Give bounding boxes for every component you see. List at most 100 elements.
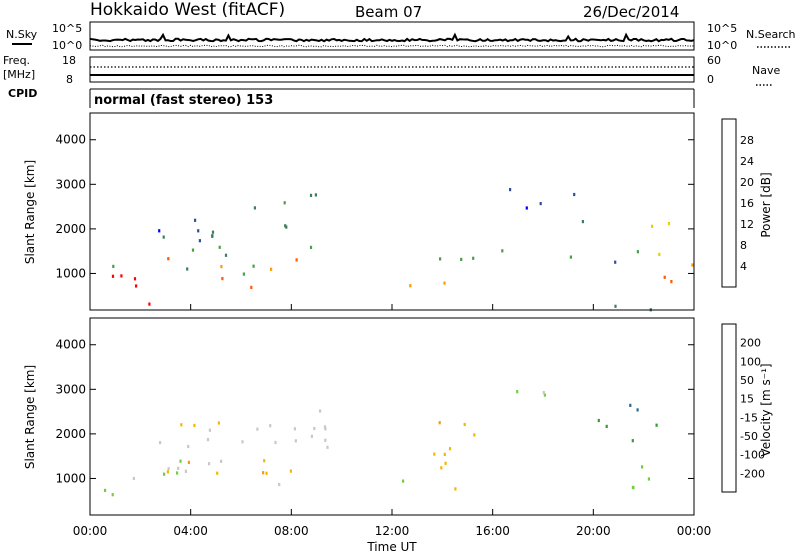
velocity-cell bbox=[310, 434, 313, 438]
power-cell bbox=[670, 280, 673, 284]
cpid-label: CPID bbox=[8, 87, 37, 100]
velocity-cell bbox=[256, 427, 259, 431]
x-tick-label: 04:00 bbox=[173, 524, 208, 538]
freq-tick-top: 18 bbox=[62, 54, 76, 67]
velocity-cell bbox=[132, 476, 135, 481]
power-colorbar-tick: 12 bbox=[740, 218, 754, 231]
velocity-colorbar-tick: -100 bbox=[740, 449, 765, 462]
power-cell bbox=[253, 206, 256, 210]
x-tick-label: 16:00 bbox=[475, 524, 510, 538]
velocity-cell bbox=[605, 424, 608, 428]
power-cell bbox=[197, 229, 200, 233]
velocity-cell bbox=[220, 459, 223, 463]
velocity-cell bbox=[402, 479, 405, 483]
power-cell bbox=[309, 245, 313, 249]
velocity-cell bbox=[443, 452, 446, 456]
power-yticks: 1000 2000 3000 4000 bbox=[55, 133, 694, 280]
velocity-yticks: 1000 2000 3000 4000 bbox=[55, 338, 694, 485]
velocity-cell bbox=[179, 459, 182, 463]
velocity-colorbar-tick: 200 bbox=[740, 337, 761, 350]
velocity-cell bbox=[444, 461, 447, 465]
power-cell bbox=[162, 235, 165, 239]
noise-tick-left-bottom: 10^0 bbox=[52, 39, 82, 52]
x-axis-ticks: 00:00 04:00 08:00 12:00 16:00 20:00 00:00 bbox=[73, 304, 711, 538]
velocity-cell bbox=[206, 438, 210, 442]
power-cell bbox=[112, 264, 115, 268]
velocity-cell bbox=[313, 426, 316, 431]
velocity-cell bbox=[278, 482, 281, 487]
power-cell bbox=[614, 260, 617, 264]
velocity-colorbar-tick: -50 bbox=[740, 430, 758, 443]
date-title: 26/Dec/2014 bbox=[583, 3, 679, 21]
velocity-cell bbox=[597, 418, 600, 423]
power-ytick-label: 3000 bbox=[55, 177, 86, 191]
power-cell bbox=[460, 257, 463, 261]
beam-title: Beam 07 bbox=[355, 3, 422, 21]
velocity-cell bbox=[216, 471, 219, 475]
power-cell bbox=[284, 224, 287, 228]
velocity-colorbar-frame bbox=[721, 323, 737, 493]
velocity-cell bbox=[542, 391, 545, 395]
power-cell bbox=[283, 201, 286, 205]
velocity-ytick-label: 2000 bbox=[55, 427, 86, 441]
velocity-colorbar-label: Velocity [m s⁻¹] bbox=[759, 363, 773, 456]
power-ytick-label: 1000 bbox=[55, 266, 86, 280]
nsearch-trace bbox=[89, 44, 695, 48]
velocity-cell bbox=[636, 408, 639, 412]
power-cell bbox=[270, 267, 273, 271]
power-cell bbox=[309, 193, 313, 197]
noise-panel-frame bbox=[89, 21, 695, 51]
power-cell bbox=[614, 304, 617, 308]
power-cell bbox=[148, 302, 151, 306]
power-cell bbox=[409, 284, 412, 288]
x-tick-label: 20:00 bbox=[576, 524, 611, 538]
power-colorbar-tick: 8 bbox=[740, 239, 747, 252]
power-cell bbox=[218, 245, 221, 249]
velocity-cell bbox=[274, 440, 277, 445]
velocity-cell bbox=[180, 423, 183, 427]
velocity-colorbar-tick: 15 bbox=[740, 393, 754, 406]
velocity-panel: Slant Range [km] 1000 2000 3000 4000 200 100… bbox=[23, 317, 773, 516]
nave-tick-top: 60 bbox=[707, 54, 721, 67]
freq-panel: Freq. [MHz] 18 8 60 0 Nave bbox=[3, 54, 780, 86]
velocity-cell bbox=[324, 438, 327, 442]
power-panel: Slant Range [km] 1000 2000 3000 4000 28 24 20… bbox=[23, 112, 773, 312]
noise-panel: N.Sky 10^5 10^0 10^5 10^0 N.Search bbox=[6, 21, 796, 52]
velocity-cell bbox=[111, 493, 114, 497]
power-cell bbox=[472, 256, 475, 260]
velocity-cell bbox=[263, 459, 266, 463]
velocity-ytick-label: 3000 bbox=[55, 382, 86, 396]
power-cell bbox=[242, 272, 245, 276]
power-cell bbox=[194, 218, 197, 222]
x-tick-label: 12:00 bbox=[375, 524, 410, 538]
power-cell bbox=[120, 274, 123, 278]
power-cell bbox=[525, 206, 528, 210]
nave-label: Nave bbox=[752, 64, 780, 77]
power-cell bbox=[569, 255, 572, 259]
velocity-colorbar-tick: -200 bbox=[740, 467, 765, 480]
noise-tick-right-top: 10^5 bbox=[707, 22, 737, 35]
velocity-cell bbox=[104, 488, 107, 492]
velocity-ytick-label: 4000 bbox=[55, 338, 86, 352]
velocity-cell bbox=[166, 470, 169, 474]
velocity-cell bbox=[289, 469, 292, 473]
velocity-cell bbox=[193, 423, 196, 427]
velocity-cell bbox=[163, 472, 166, 476]
velocity-cell bbox=[433, 452, 436, 456]
freq-tick-bottom: 8 bbox=[66, 73, 73, 86]
power-cell bbox=[211, 234, 214, 238]
power-cell bbox=[691, 263, 694, 267]
velocity-colorbar: 200 100 50 15 -15 -50 -100 -200 bbox=[721, 323, 765, 493]
power-ytick-label: 2000 bbox=[55, 222, 86, 236]
velocity-colorbar-tick: 100 bbox=[740, 355, 761, 368]
velocity-cell bbox=[323, 425, 327, 429]
power-cell bbox=[636, 250, 639, 254]
velocity-colorbar-tick: 50 bbox=[740, 374, 754, 387]
velocity-cell bbox=[208, 428, 211, 432]
power-cell bbox=[539, 202, 542, 206]
x-axis-label: Time UT bbox=[366, 540, 417, 554]
power-cell bbox=[250, 285, 253, 289]
station-title: Hokkaido West (fitACF) bbox=[90, 0, 285, 20]
velocity-cell bbox=[324, 427, 327, 431]
power-cell bbox=[186, 267, 189, 271]
